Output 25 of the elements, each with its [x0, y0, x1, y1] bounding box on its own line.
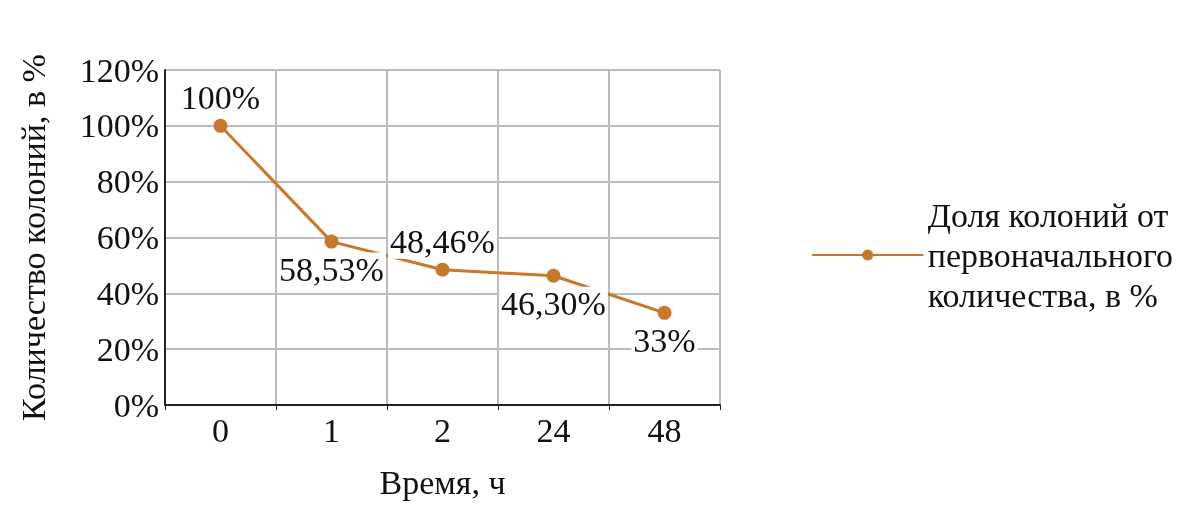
data-label: 33% — [633, 322, 696, 360]
x-tick-label: 0 — [212, 411, 229, 449]
x-axis-title: Время, ч — [379, 463, 506, 501]
y-axis-title: Количество колоний, в % — [14, 54, 52, 421]
data-label: 46,30% — [501, 285, 606, 323]
y-tick-label: 20% — [96, 330, 159, 368]
y-tick-label: 60% — [96, 219, 159, 256]
x-tick-label: 2 — [434, 411, 451, 449]
point — [546, 268, 561, 283]
x-tick-label: 48 — [647, 411, 682, 449]
y-tick-label: 100% — [79, 107, 159, 145]
data-label: 58,53% — [279, 251, 384, 289]
y-tick-label: 40% — [96, 274, 159, 312]
data-label: 100% — [180, 79, 261, 117]
point — [657, 305, 672, 320]
data-label: 48,46% — [390, 223, 495, 261]
point — [435, 262, 450, 277]
y-tick-label: 0% — [113, 386, 159, 424]
legend-label: Доля колоний от первоначального количества, в % — [927, 196, 1174, 314]
y-tick-label: 120% — [79, 51, 159, 89]
point — [213, 118, 228, 133]
y-tick-label: 80% — [96, 163, 159, 201]
x-tick-label: 24 — [536, 411, 571, 449]
point — [324, 234, 339, 249]
x-tick-label: 1 — [323, 411, 340, 449]
